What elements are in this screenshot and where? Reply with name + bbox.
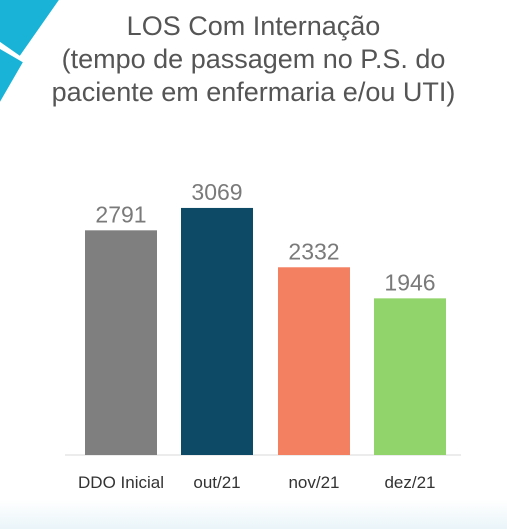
chart-title: LOS Com Internação (tempo de passagem no…	[0, 10, 507, 109]
category-label-3: dez/21	[384, 473, 435, 492]
category-label-0: DDO Inicial	[78, 473, 164, 492]
bar-3	[374, 298, 446, 455]
data-label-3: 1946	[384, 269, 435, 295]
bar-1	[181, 207, 253, 455]
category-label-2: nov/21	[288, 473, 339, 492]
category-label-1: out/21	[193, 473, 240, 492]
chart-title-line-3: paciente em enfermaria e/ou UTI)	[51, 77, 456, 107]
chart-title-line-2: (tempo de passagem no P.S. do	[61, 44, 446, 74]
chart-title-line-1: LOS Com Internação	[126, 11, 381, 41]
bar-2	[278, 267, 350, 455]
bottom-decoration	[0, 500, 507, 529]
data-label-0: 2791	[95, 201, 146, 227]
data-label-2: 2332	[288, 238, 339, 264]
bar-0	[85, 230, 157, 455]
data-label-1: 3069	[191, 179, 242, 205]
